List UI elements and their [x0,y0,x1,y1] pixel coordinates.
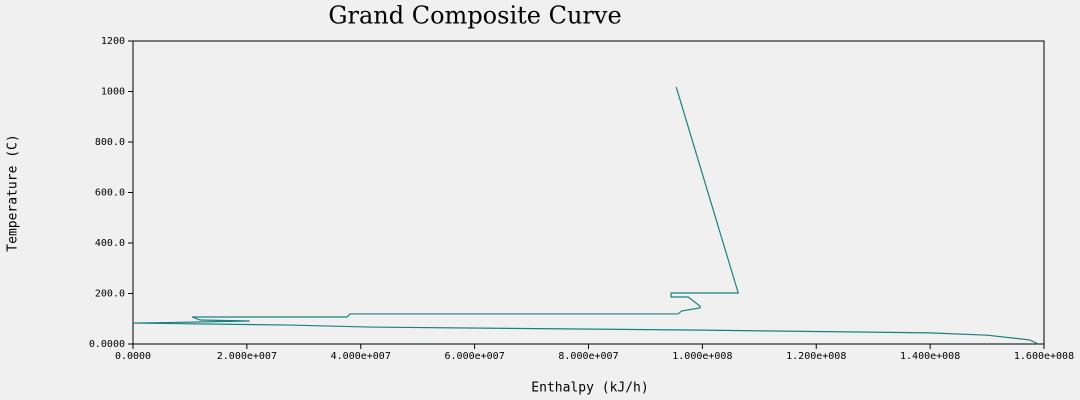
x-axis-label: Enthalpy (kJ/h) [531,381,648,396]
x-tick-label: 1.200e+008 [786,351,846,362]
y-tick-label: 200.0 [95,289,125,300]
curve [132,86,1039,345]
y-tick-label: 400.0 [95,238,125,249]
x-tick-label: 1.600e+008 [1014,351,1074,362]
y-tick-label: 0.0000 [89,339,125,350]
y-tick-label: 1000 [101,87,125,98]
x-tick-label: 4.000e+007 [331,351,391,362]
x-tick-label: 6.000e+007 [445,351,505,362]
x-tick-label: 1.400e+008 [900,351,960,362]
chart-title: Grand Composite Curve [328,2,621,30]
y-tick-label: 1200 [101,36,125,47]
x-tick-label: 2.000e+007 [217,351,277,362]
y-tick-label: 600.0 [95,188,125,199]
y-axis-label: Temperature (C) [6,134,21,251]
x-tick-label: 8.000e+007 [558,351,618,362]
y-tick-label: 800.0 [95,137,125,148]
x-tick-label: 1.000e+008 [672,351,732,362]
x-tick-label: 0.0000 [115,351,151,362]
